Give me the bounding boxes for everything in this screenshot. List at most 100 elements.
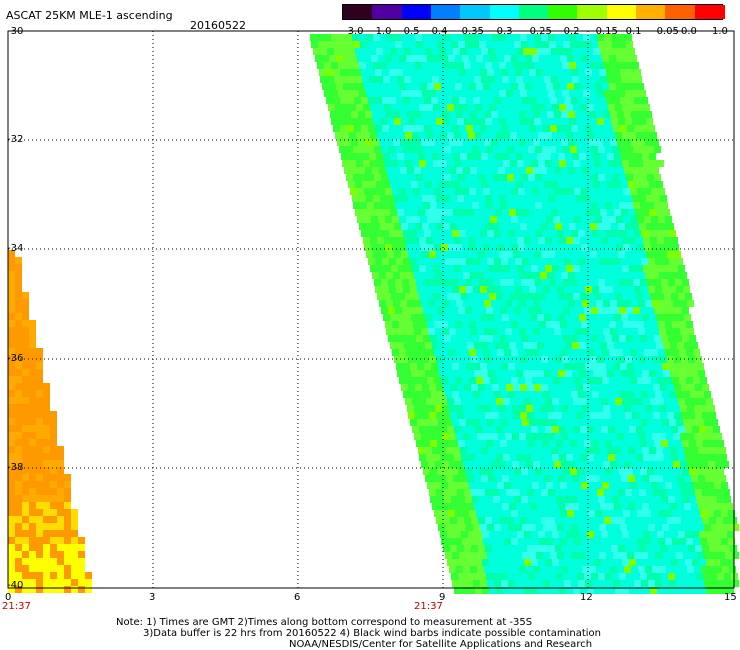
swath-cell [22, 565, 29, 572]
swath-cell [638, 566, 645, 573]
swath-cell [333, 69, 340, 76]
swath-cell [417, 258, 424, 265]
swath-cell [520, 118, 527, 125]
swath-cell [542, 279, 549, 286]
swath-cell [15, 551, 22, 558]
swath-cell [462, 216, 469, 223]
swath-cell [483, 482, 490, 489]
swath-cell [78, 537, 85, 544]
swath-cell [459, 419, 466, 426]
swath-cell [612, 41, 619, 48]
swath-cell [499, 195, 506, 202]
swath-cell [22, 460, 29, 467]
swath-cell [527, 34, 534, 41]
swath-cell [421, 405, 428, 412]
swath-cell [476, 349, 483, 356]
swath-cell [618, 251, 625, 258]
swath-cell [338, 90, 345, 97]
swath-cell [563, 202, 570, 209]
swath-cell [366, 90, 373, 97]
swath-cell [405, 265, 412, 272]
swath-cell [570, 335, 577, 342]
swath-cell [684, 342, 691, 349]
swath-cell [415, 195, 422, 202]
swath-cell [22, 299, 29, 306]
swath-cell [548, 356, 555, 363]
swath-cell [78, 558, 85, 565]
swath-cell [441, 538, 448, 545]
swath-cell [510, 104, 517, 111]
swath-cell [595, 83, 602, 90]
swath-cell [488, 209, 495, 216]
swath-cell [591, 468, 598, 475]
swath-cell [552, 160, 559, 167]
swath-cell [663, 370, 670, 377]
swath-cell [573, 454, 580, 461]
swath-cell [619, 335, 626, 342]
swath-cell [613, 580, 620, 587]
swath-cell [647, 279, 654, 286]
swath-cell [601, 132, 608, 139]
swath-cell [584, 335, 591, 342]
swath-cell [580, 426, 587, 433]
swath-cell [555, 517, 562, 524]
swath-cell [621, 475, 628, 482]
x-tick-label: 3 [149, 592, 156, 603]
swath-cell [8, 495, 15, 502]
swath-cell [525, 321, 532, 328]
swath-cell [616, 216, 623, 223]
swath-cell [660, 195, 667, 202]
swath-cell [663, 503, 670, 510]
swath-cell [494, 524, 501, 531]
swath-cell [547, 272, 554, 279]
swath-cell [627, 419, 634, 426]
swath-cell [569, 34, 576, 41]
swath-cell [64, 516, 71, 523]
swath-cell [585, 230, 592, 237]
swath-cell [631, 405, 638, 412]
swath-cell [534, 223, 541, 230]
swath-cell [411, 342, 418, 349]
swath-cell [545, 426, 552, 433]
swath-cell [497, 349, 504, 356]
swath-cell [483, 83, 490, 90]
swath-cell [482, 454, 489, 461]
swath-cell [405, 237, 412, 244]
swath-cell [548, 517, 555, 524]
swath-cell [568, 461, 575, 468]
swath-cell [454, 587, 461, 594]
swath-cell [535, 146, 542, 153]
swath-cell [461, 104, 468, 111]
swath-cell [371, 188, 378, 195]
swath-cell [586, 153, 593, 160]
swath-cell [552, 531, 559, 538]
swath-cell [581, 321, 588, 328]
swath-cell [545, 265, 552, 272]
swath-cell [43, 467, 50, 474]
swath-cell [458, 307, 465, 314]
swath-cell [501, 419, 508, 426]
swath-cell [624, 405, 631, 412]
swath-cell [569, 195, 576, 202]
swath-cell [604, 251, 611, 258]
swath-cell [536, 258, 543, 265]
swath-cell [566, 104, 573, 111]
swath-cell [445, 391, 452, 398]
swath-cell [340, 69, 347, 76]
swath-cell [391, 293, 398, 300]
swath-cell [591, 279, 598, 286]
swath-cell [514, 174, 521, 181]
swath-cell [566, 531, 573, 538]
swath-cell [424, 363, 431, 370]
swath-cell [431, 125, 438, 132]
swath-cell [583, 118, 590, 125]
swath-cell [670, 447, 677, 454]
swath-cell [401, 118, 408, 125]
swath-cell [8, 348, 15, 355]
swath-cell [638, 461, 645, 468]
swath-cell [593, 475, 600, 482]
swath-cell [463, 566, 470, 573]
swath-cell [458, 279, 465, 286]
swath-cell [600, 503, 607, 510]
swath-cell [448, 377, 455, 384]
